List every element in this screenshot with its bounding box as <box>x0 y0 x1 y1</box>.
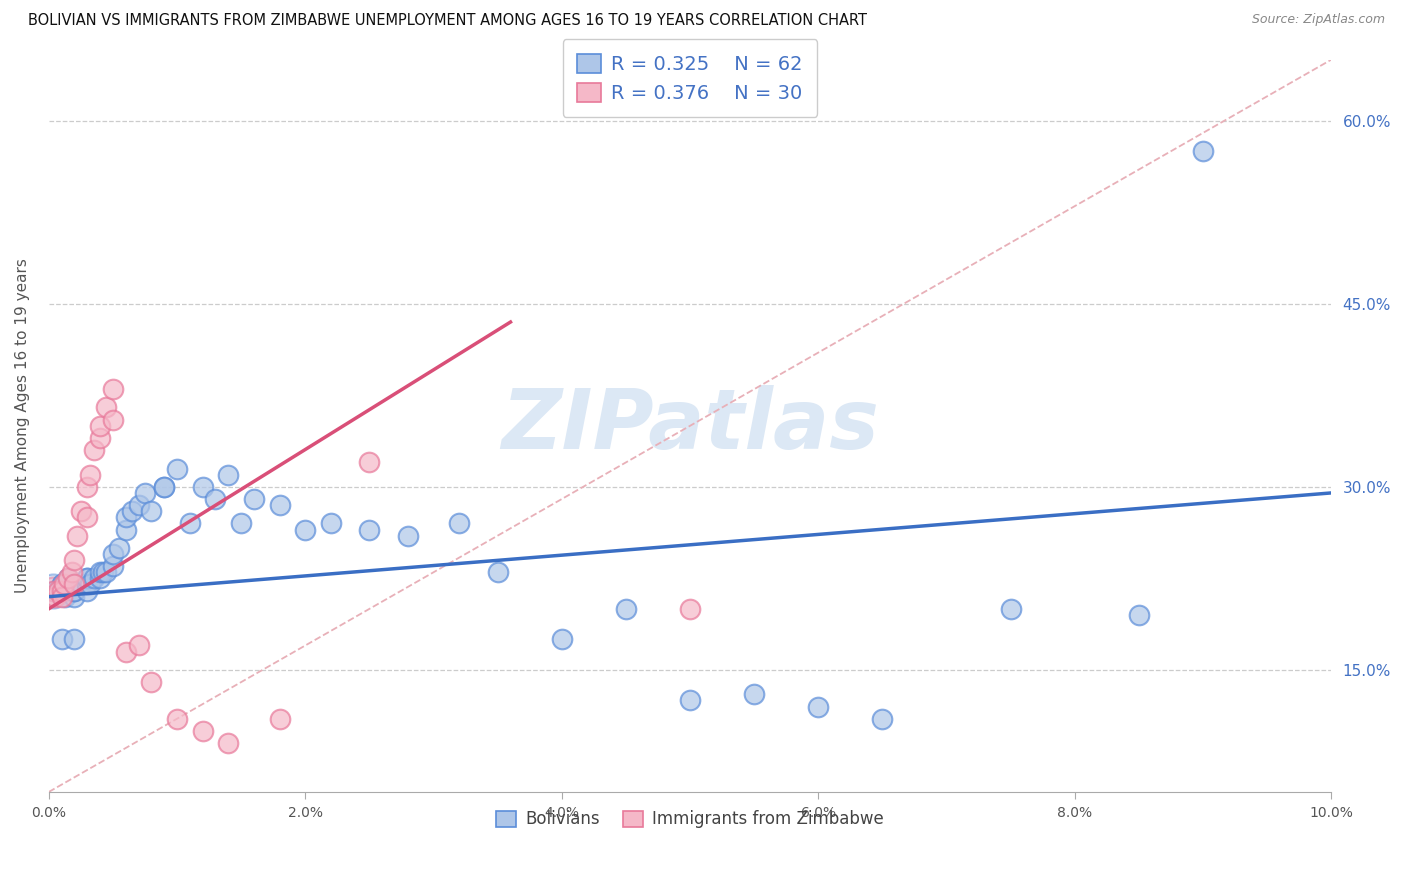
Y-axis label: Unemployment Among Ages 16 to 19 years: Unemployment Among Ages 16 to 19 years <box>15 259 30 593</box>
Point <box>79 577 101 591</box>
Point <box>76 577 98 591</box>
Point <box>1000 602 1022 616</box>
Point <box>89 431 111 445</box>
Text: BOLIVIAN VS IMMIGRANTS FROM ZIMBABWE UNEMPLOYMENT AMONG AGES 16 TO 19 YEARS CORR: BOLIVIAN VS IMMIGRANTS FROM ZIMBABWE UNE… <box>28 13 868 29</box>
Point <box>66 577 89 591</box>
Point <box>551 632 574 647</box>
Point <box>166 461 188 475</box>
Point <box>449 516 471 531</box>
Point <box>76 510 98 524</box>
Point <box>63 577 86 591</box>
Point <box>44 590 66 604</box>
Point <box>217 736 239 750</box>
Point <box>63 553 86 567</box>
Point <box>191 480 214 494</box>
Point <box>1192 144 1215 158</box>
Point <box>114 523 136 537</box>
Point <box>76 583 98 598</box>
Point <box>166 712 188 726</box>
Point <box>269 498 291 512</box>
Point <box>742 687 765 701</box>
Point <box>217 467 239 482</box>
Point <box>1128 607 1150 622</box>
Point <box>872 712 894 726</box>
Point <box>51 577 73 591</box>
Point <box>89 571 111 585</box>
Point <box>359 455 381 469</box>
Point <box>63 590 86 604</box>
Point <box>56 571 79 585</box>
Point <box>114 510 136 524</box>
Point <box>101 412 124 426</box>
Point <box>141 675 163 690</box>
Point <box>66 528 89 542</box>
Point <box>128 639 150 653</box>
Point <box>76 571 98 585</box>
Point <box>83 571 105 585</box>
Point <box>51 583 73 598</box>
Point <box>46 583 69 598</box>
Point <box>41 583 63 598</box>
Point <box>55 590 77 604</box>
Point <box>89 566 111 580</box>
Point <box>51 583 73 598</box>
Point <box>76 571 98 585</box>
Point <box>91 566 114 580</box>
Point <box>114 644 136 658</box>
Point <box>486 566 509 580</box>
Point <box>243 491 266 506</box>
Point <box>101 547 124 561</box>
Legend: Bolivians, Immigrants from Zimbabwe: Bolivians, Immigrants from Zimbabwe <box>489 802 891 836</box>
Point <box>83 443 105 458</box>
Point <box>51 590 73 604</box>
Point <box>679 602 702 616</box>
Point <box>128 498 150 512</box>
Point <box>231 516 253 531</box>
Point <box>134 486 156 500</box>
Point <box>614 602 637 616</box>
Point <box>204 491 226 506</box>
Point <box>69 504 91 518</box>
Point <box>56 571 79 585</box>
Point <box>101 382 124 396</box>
Point <box>63 577 86 591</box>
Point <box>51 632 73 647</box>
Point <box>179 516 201 531</box>
Point <box>79 467 101 482</box>
Point <box>108 541 131 555</box>
Point <box>96 401 118 415</box>
Point <box>63 583 86 598</box>
Text: Source: ZipAtlas.com: Source: ZipAtlas.com <box>1251 13 1385 27</box>
Point <box>46 583 69 598</box>
Point <box>294 523 316 537</box>
Point <box>191 723 214 738</box>
Point <box>63 632 86 647</box>
Point <box>53 583 76 598</box>
Point <box>121 504 143 518</box>
Point <box>60 583 83 598</box>
Point <box>44 583 66 598</box>
Point <box>69 577 91 591</box>
Point <box>53 577 76 591</box>
Point <box>269 712 291 726</box>
Point <box>359 523 381 537</box>
Point <box>51 577 73 591</box>
Point <box>63 583 86 598</box>
Point <box>396 528 419 542</box>
Point <box>56 583 79 598</box>
Point <box>41 583 63 598</box>
Point <box>141 504 163 518</box>
Point <box>89 418 111 433</box>
Text: ZIPatlas: ZIPatlas <box>501 385 879 467</box>
Point <box>807 699 830 714</box>
Point <box>60 566 83 580</box>
Point <box>319 516 342 531</box>
Point <box>679 693 702 707</box>
Point <box>153 480 176 494</box>
Point <box>41 583 63 598</box>
Point <box>101 559 124 574</box>
Point <box>153 480 176 494</box>
Point <box>96 566 118 580</box>
Point <box>76 480 98 494</box>
